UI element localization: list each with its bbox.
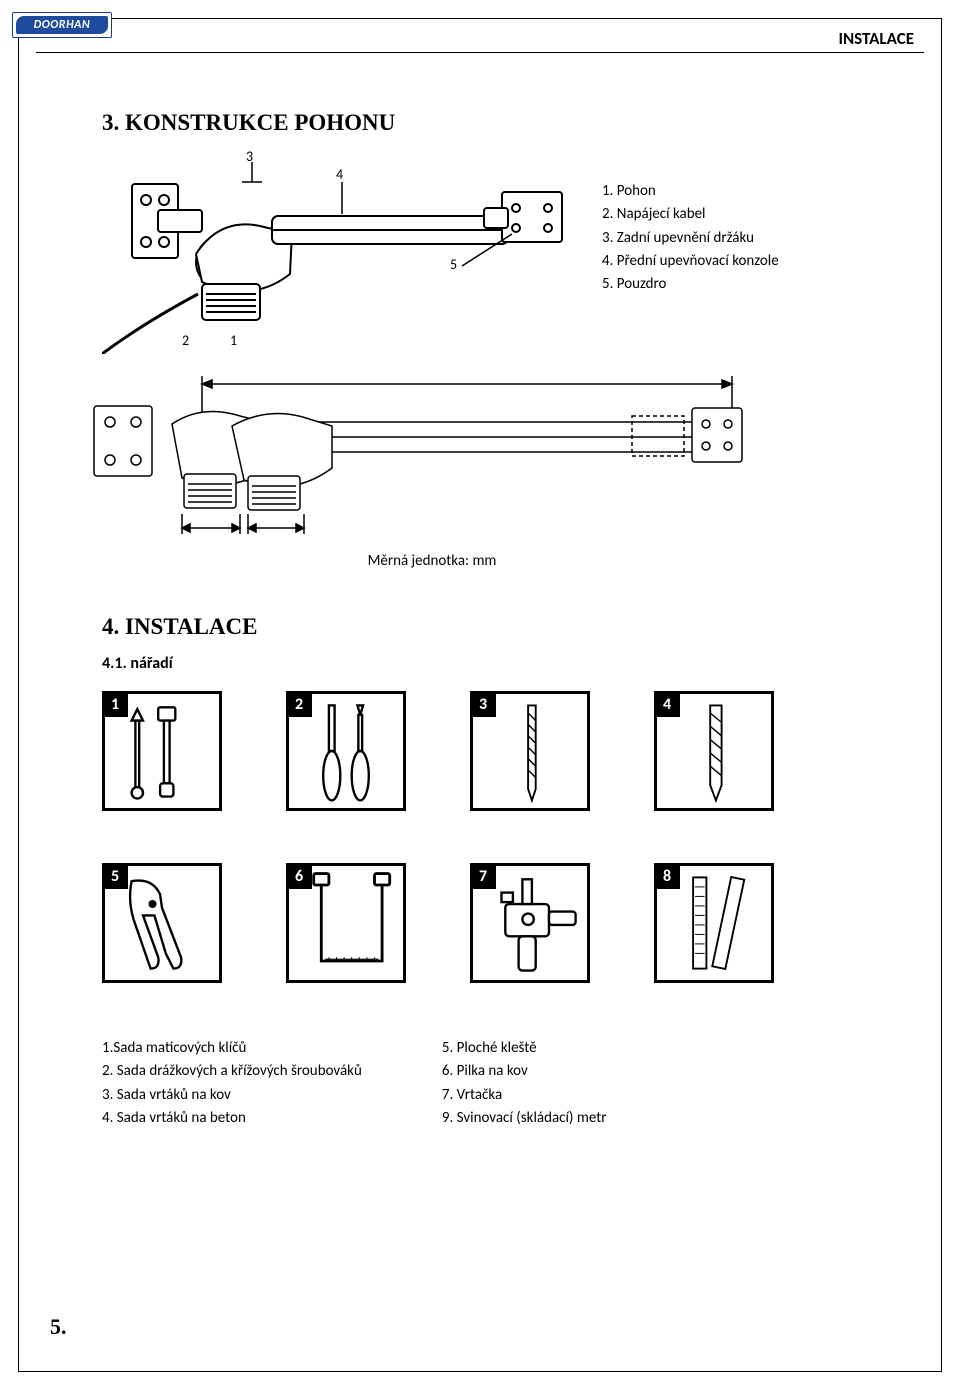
- tool-box-2: 2: [286, 691, 406, 811]
- tool-badge: 5: [102, 863, 128, 889]
- tool-badge: 4: [654, 691, 680, 717]
- part-item: 4. Přední upevňovací konzole: [602, 250, 779, 273]
- page-content: 3. KONSTRUKCE POHONU: [102, 110, 900, 1350]
- parts-list: 1. Pohon 2. Napájecí kabel 3. Zadní upev…: [602, 180, 779, 296]
- legend-item: 2. Sada drážkových a křížových šroubovák…: [102, 1060, 362, 1083]
- tool-badge: 6: [286, 863, 312, 889]
- tool-badge: 2: [286, 691, 312, 717]
- tool-grid: 1 2 3 4: [102, 691, 900, 983]
- tool-box-6: 6: [286, 863, 406, 983]
- unit-note: Měrná jednotka: mm: [72, 552, 792, 570]
- tool-box-8: 8: [654, 863, 774, 983]
- tool-box-3: 3: [470, 691, 590, 811]
- legend-item: 9. Svinovací (skládací) metr: [442, 1107, 607, 1130]
- legend-item: 6. Pilka na kov: [442, 1060, 607, 1083]
- page-number: 5.: [50, 1314, 67, 1340]
- section4-heading: 4. INSTALACE: [102, 614, 900, 640]
- tool-badge: 7: [470, 863, 496, 889]
- section3-heading: 3. KONSTRUKCE POHONU: [102, 110, 900, 136]
- callout-4: 4: [336, 166, 343, 183]
- legend-item: 4. Sada vrtáků na beton: [102, 1107, 362, 1130]
- part-item: 2. Napájecí kabel: [602, 203, 779, 226]
- legend-item: 3. Sada vrtáků na kov: [102, 1084, 362, 1107]
- tool-badge: 3: [470, 691, 496, 717]
- part-item: 1. Pohon: [602, 180, 779, 203]
- legend-item: 1.Sada maticových klíčů: [102, 1037, 362, 1060]
- brand-logo: DOORHAN: [12, 12, 112, 38]
- tool-badge: 8: [654, 863, 680, 889]
- header-section-label: INSTALACE: [838, 28, 914, 49]
- legend-item: 5. Ploché kleště: [442, 1037, 607, 1060]
- callout-5: 5: [450, 256, 457, 273]
- callout-3: 3: [246, 148, 253, 165]
- construction-figure-row: 3 4 5 2 1 1. Pohon 2. Napájecí kabel 3. …: [102, 154, 900, 354]
- motor-dimension-figure: [72, 366, 792, 546]
- motor-exploded-figure: 3 4 5 2 1: [102, 154, 582, 354]
- tool-legend: 1.Sada maticových klíčů 2. Sada drážkový…: [102, 1037, 900, 1130]
- part-item: 3. Zadní upevnění držáku: [602, 227, 779, 250]
- brand-logo-text: DOORHAN: [16, 16, 108, 34]
- callout-1: 1: [230, 332, 237, 349]
- part-item: 5. Pouzdro: [602, 273, 779, 296]
- header-rule: [36, 52, 924, 53]
- callout-2: 2: [182, 332, 189, 349]
- tool-badge: 1: [102, 691, 128, 717]
- tool-box-1: 1: [102, 691, 222, 811]
- tool-box-5: 5: [102, 863, 222, 983]
- legend-right-col: 5. Ploché kleště 6. Pilka na kov 7. Vrta…: [442, 1037, 607, 1130]
- tool-box-4: 4: [654, 691, 774, 811]
- tool-box-7: 7: [470, 863, 590, 983]
- legend-item: 7. Vrtačka: [442, 1084, 607, 1107]
- section4-sub-heading: 4.1. nářadí: [102, 654, 900, 673]
- legend-left-col: 1.Sada maticových klíčů 2. Sada drážkový…: [102, 1037, 362, 1130]
